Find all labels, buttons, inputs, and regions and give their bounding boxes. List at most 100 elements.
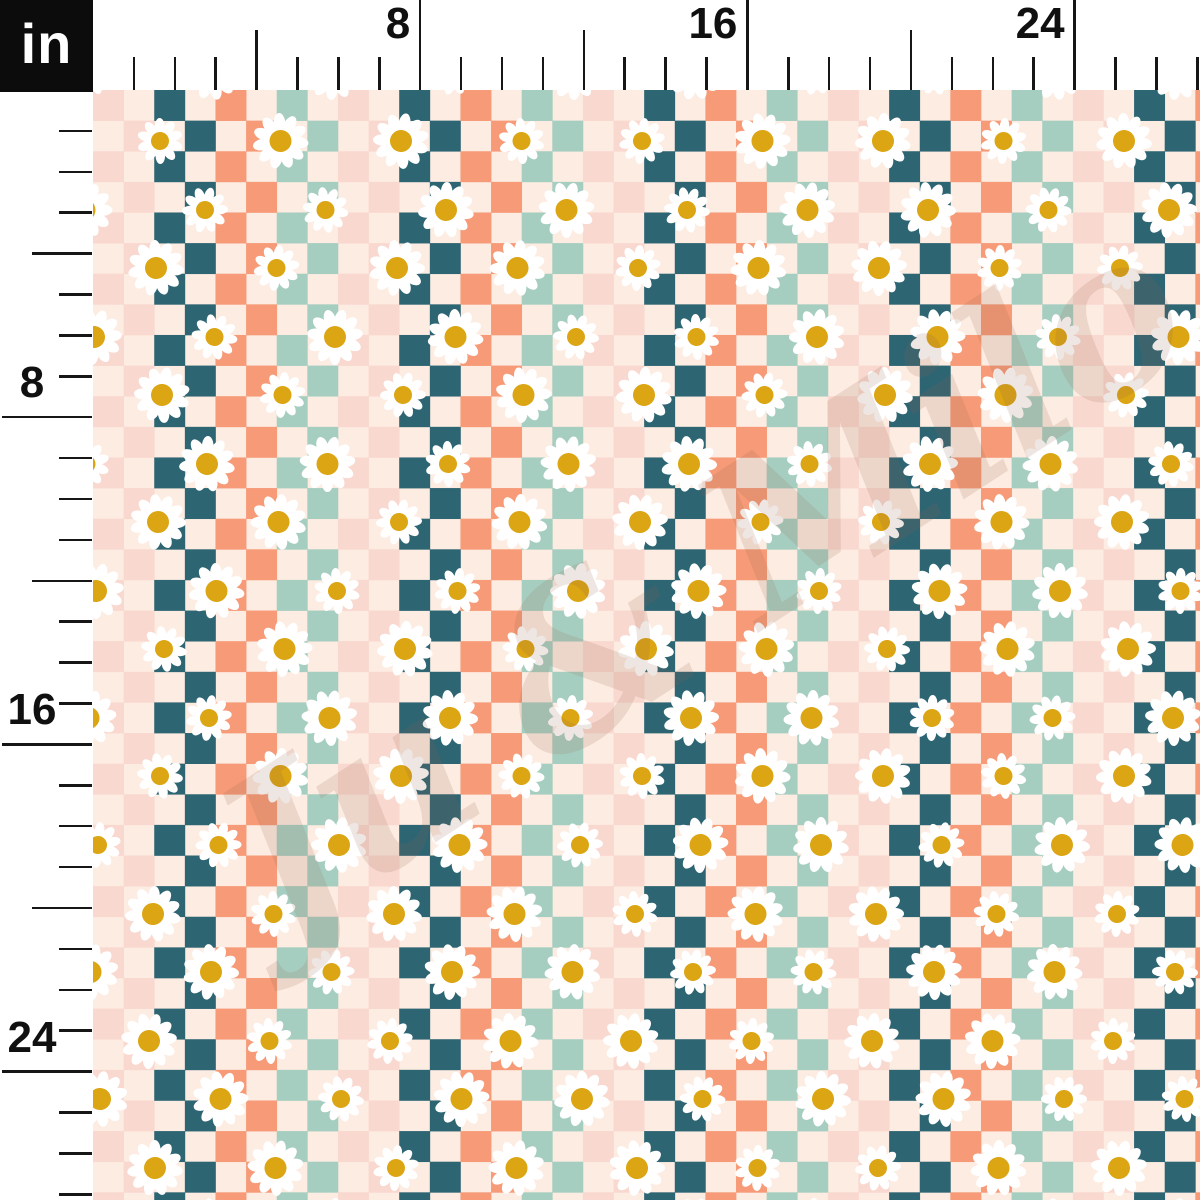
daisy xyxy=(906,944,962,1000)
ruler-left-tick-minor xyxy=(59,334,92,337)
ruler-top-tick-minor xyxy=(378,57,381,90)
daisy xyxy=(557,90,592,100)
ruler-left-tick-minor xyxy=(59,1111,92,1114)
fabric-pattern-swatch xyxy=(93,90,1200,1200)
daisy xyxy=(738,621,795,677)
daisy xyxy=(609,1140,665,1196)
daisy xyxy=(488,1140,544,1196)
daisy xyxy=(489,240,545,296)
daisy xyxy=(980,753,1027,799)
daisy xyxy=(434,568,481,614)
ruler-left-tick-major xyxy=(2,743,92,746)
daisy xyxy=(483,1013,539,1069)
daisy xyxy=(376,499,422,545)
daisy xyxy=(252,113,309,169)
daisy xyxy=(737,499,784,545)
ruler-left-tick-minor xyxy=(59,538,92,542)
ruler-top-tick-major xyxy=(746,0,749,90)
daisy xyxy=(1152,949,1198,995)
daisy xyxy=(425,441,471,487)
daisy xyxy=(851,240,907,296)
daisy xyxy=(848,886,904,942)
daisy xyxy=(1103,372,1149,418)
daisy xyxy=(301,690,357,746)
daisy xyxy=(735,113,791,169)
daisy xyxy=(182,187,228,233)
ruler-left-tick-minor xyxy=(59,497,92,501)
ruler-left-tick-major xyxy=(2,415,92,419)
daisy xyxy=(553,314,599,360)
daisy xyxy=(603,1013,659,1069)
daisy xyxy=(250,494,306,550)
daisy xyxy=(253,245,300,291)
daisy xyxy=(1150,309,1200,365)
daisy xyxy=(618,621,674,677)
ruler-left-tick-medium xyxy=(32,252,92,255)
daisy xyxy=(1161,1076,1200,1122)
daisy xyxy=(793,817,849,872)
ruler-left-label-24: 24 xyxy=(7,1012,57,1062)
daisy xyxy=(979,621,1035,677)
daisy xyxy=(790,949,837,995)
daisy xyxy=(367,1018,413,1064)
daisy xyxy=(548,695,593,741)
daisy xyxy=(661,436,717,492)
ruler-top-tick-minor xyxy=(868,57,872,90)
daisy xyxy=(199,90,233,100)
ruler-top-tick-minor xyxy=(214,57,217,90)
daisy xyxy=(311,817,367,873)
daisy xyxy=(418,182,474,238)
daisy xyxy=(924,90,944,95)
daisy xyxy=(538,182,595,238)
daisy xyxy=(915,1071,971,1127)
ruler-left-tick-minor xyxy=(59,1193,92,1196)
daisy xyxy=(308,949,355,995)
daisy xyxy=(612,494,668,550)
ruler-left-tick-minor xyxy=(59,456,92,460)
daisy xyxy=(1158,568,1200,614)
daisy xyxy=(93,184,113,236)
daisy xyxy=(1154,817,1200,873)
ruler-left-tick-medium xyxy=(32,579,92,583)
daisy xyxy=(674,314,719,360)
ruler-left-tick-minor xyxy=(59,865,92,869)
ruler-left xyxy=(0,90,93,1200)
ruler-top-label-16: 16 xyxy=(688,0,738,48)
daisy xyxy=(909,695,955,741)
ruler-top-tick-minor xyxy=(1196,57,1199,90)
daisy xyxy=(433,1071,490,1127)
daisy xyxy=(1041,1076,1087,1122)
daisy xyxy=(1141,182,1197,238)
daisy xyxy=(735,1145,780,1191)
daisy xyxy=(380,372,426,418)
daisy xyxy=(1148,441,1194,487)
daisy xyxy=(247,1140,304,1196)
ruler-top-tick-minor xyxy=(991,57,995,90)
daisy xyxy=(679,1076,726,1122)
daisy xyxy=(673,90,718,100)
daisy xyxy=(93,309,122,365)
daisy xyxy=(977,367,1034,423)
daisy xyxy=(729,1018,774,1064)
ruler-top-tick-minor xyxy=(705,57,708,90)
daisy xyxy=(670,949,716,995)
ruler-left-label-8: 8 xyxy=(19,358,45,408)
ruler-top-tick-minor xyxy=(1032,57,1035,90)
daisy xyxy=(502,626,549,672)
daisy xyxy=(1090,1018,1136,1064)
daisy xyxy=(1094,891,1140,937)
ruler-left-tick-minor xyxy=(59,824,92,828)
ruler-top-tick-minor xyxy=(337,57,340,90)
daisy xyxy=(857,367,913,423)
daisy xyxy=(499,118,544,164)
ruler-top-tick-minor xyxy=(664,57,667,90)
daisy xyxy=(1091,1140,1147,1196)
daisy xyxy=(1041,90,1076,100)
daisy xyxy=(1094,494,1150,550)
daisy xyxy=(127,1140,183,1196)
daisy xyxy=(252,748,309,804)
daisy xyxy=(910,309,966,365)
daisy xyxy=(93,90,102,95)
ruler-top-tick-minor xyxy=(623,57,626,90)
ruler-top-tick-minor xyxy=(541,57,545,90)
